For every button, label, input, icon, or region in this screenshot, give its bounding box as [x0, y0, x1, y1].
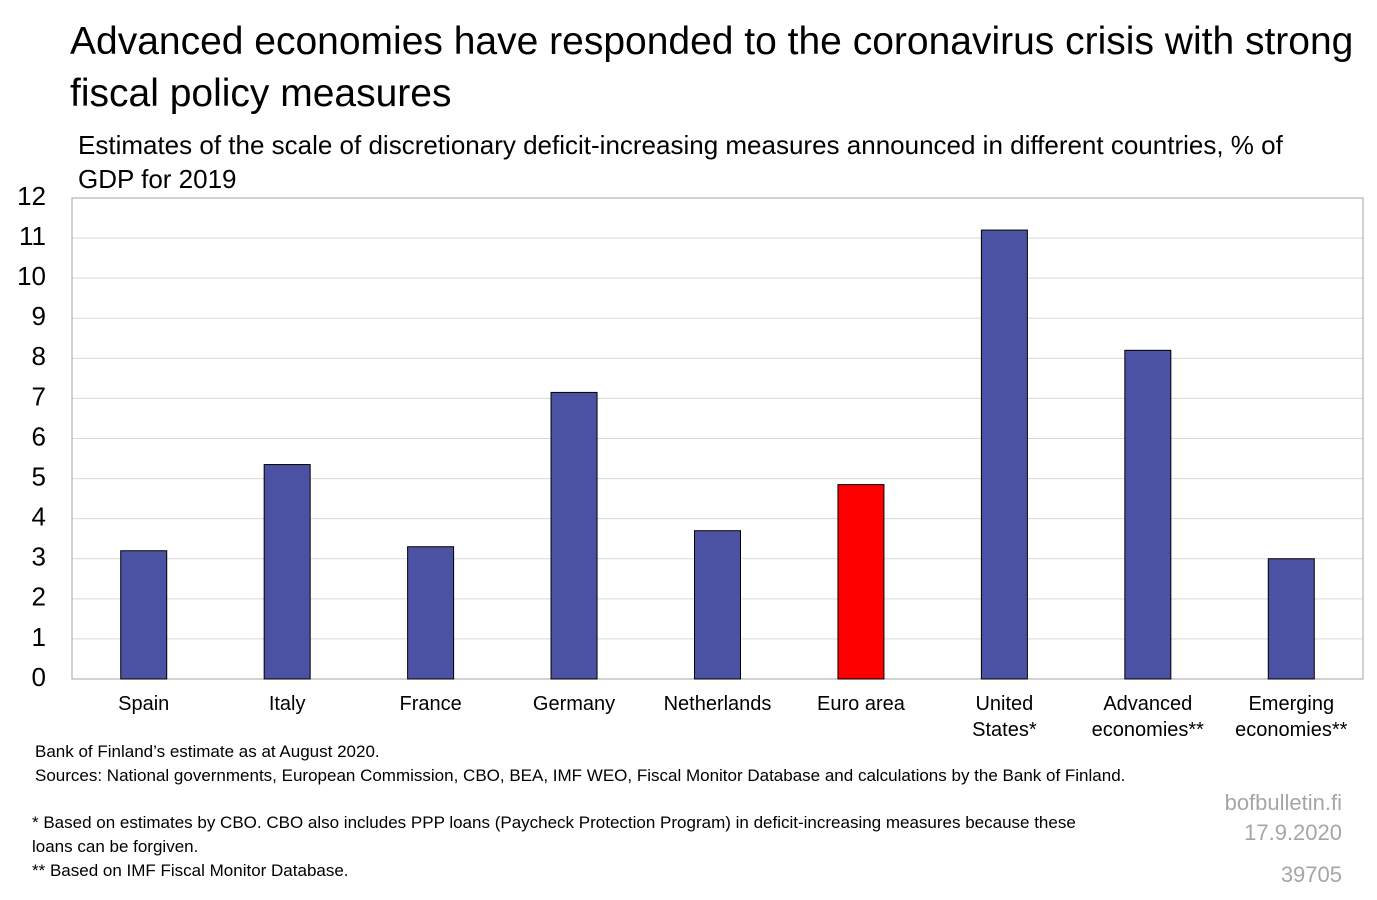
- chart-subtitle: Estimates of the scale of discretionary …: [78, 130, 1283, 194]
- y-tick-label: 3: [32, 542, 46, 572]
- bar: [550, 391, 598, 680]
- source: bofbulletin.fi: [1224, 790, 1342, 815]
- y-tick-label: 6: [32, 421, 46, 451]
- y-tick-label: 5: [32, 461, 46, 491]
- x-tick-label: Germany: [533, 693, 615, 715]
- bar: [694, 530, 741, 680]
- chart-id: 39705: [1280, 862, 1342, 887]
- y-tick-label: 10: [17, 261, 46, 291]
- bar: [1267, 558, 1315, 680]
- x-tick-label: Advanced economies**: [1092, 693, 1205, 741]
- y-tick-label: 12: [17, 181, 46, 211]
- x-tick-label: Emerging economies**: [1235, 693, 1348, 741]
- chart-title: Advanced economies have responded to the…: [70, 20, 1354, 115]
- x-tick-label: France: [399, 693, 461, 715]
- x-tick-label: Spain: [118, 693, 169, 715]
- note: ** Based on IMF Fiscal Monitor Database.: [32, 861, 349, 880]
- y-tick-label: 0: [32, 662, 46, 692]
- x-tick-label: United States*: [972, 693, 1037, 741]
- bar: [407, 546, 455, 680]
- bar: [837, 484, 885, 680]
- y-tick-label: 1: [32, 622, 46, 652]
- y-tick-label: 7: [32, 381, 46, 411]
- note: * Based on estimates by CBO. CBO also in…: [32, 813, 1076, 856]
- y-tick-label: 8: [32, 341, 46, 371]
- y-tick-label: 9: [32, 301, 46, 331]
- bar: [1124, 349, 1172, 680]
- y-tick-label: 4: [32, 502, 46, 532]
- x-tick-label: Euro area: [817, 693, 906, 715]
- date: 17.9.2020: [1244, 820, 1342, 845]
- y-tick-label: 2: [32, 582, 46, 612]
- bar: [120, 550, 168, 680]
- bar: [980, 229, 1028, 680]
- bar: [263, 464, 311, 680]
- x-tick-label: Netherlands: [664, 693, 772, 715]
- note: Bank of Finland’s estimate as at August …: [35, 742, 380, 761]
- note: Sources: National governments, European …: [35, 766, 1126, 785]
- y-tick-label: 11: [19, 221, 46, 251]
- x-tick-label: Italy: [269, 693, 306, 715]
